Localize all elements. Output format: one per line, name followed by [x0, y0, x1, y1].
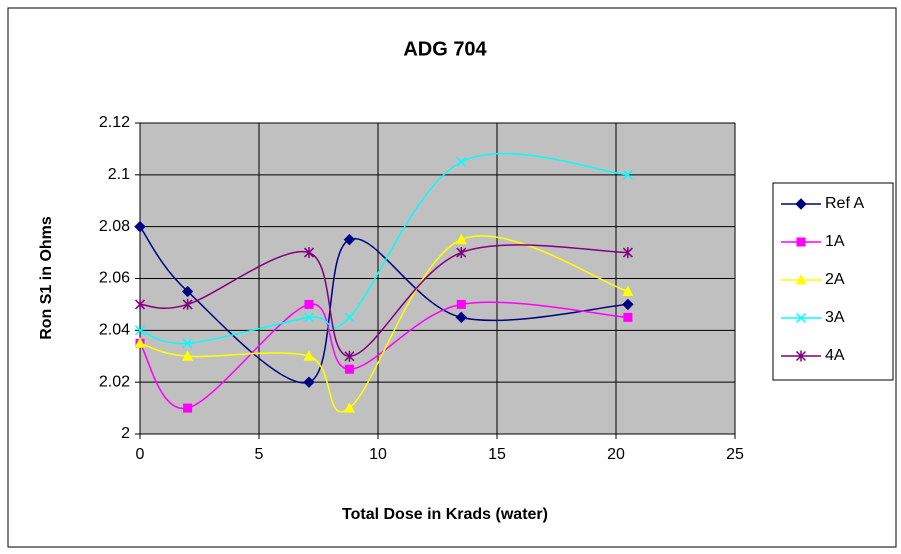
y-tick-label: 2.06 — [99, 270, 130, 287]
legend-label: 2A — [825, 271, 845, 288]
marker — [456, 247, 467, 259]
y-tick-label: 2 — [121, 425, 130, 442]
marker — [344, 350, 355, 362]
x-tick-label: 20 — [607, 446, 625, 463]
legend-marker — [796, 237, 806, 247]
x-tick-label: 0 — [136, 446, 145, 463]
series-line — [139, 235, 629, 413]
marker — [303, 312, 315, 323]
legend-marker — [795, 198, 807, 210]
marker — [456, 156, 467, 167]
chart-title: ADG 704 — [403, 38, 487, 60]
marker — [455, 311, 468, 324]
marker — [134, 220, 146, 233]
x-tick-label: 10 — [369, 446, 387, 463]
y-tick-label: 2.1 — [108, 166, 130, 183]
marker — [303, 350, 315, 361]
marker — [182, 350, 194, 361]
legend-label: 4A — [825, 347, 845, 364]
marker — [622, 247, 633, 259]
x-tick-label: 5 — [255, 446, 264, 463]
y-tick-label: 2.04 — [99, 322, 130, 339]
legend-label: 3A — [825, 309, 845, 326]
legend-label: 1A — [825, 233, 845, 250]
marker — [182, 298, 193, 310]
legend-marker — [795, 312, 807, 324]
marker — [134, 325, 146, 336]
marker — [622, 285, 634, 296]
marker — [304, 299, 314, 309]
marker — [303, 376, 315, 388]
y-axis-label: Ron S1 in Ohms — [38, 216, 55, 340]
series-line — [139, 244, 628, 358]
legend-label: Ref A — [825, 195, 864, 212]
x-tick-label: 25 — [726, 446, 744, 463]
marker — [182, 338, 193, 349]
marker — [134, 337, 146, 348]
x-axis-label: Total Dose in Krads (water) — [342, 506, 548, 523]
marker — [622, 169, 633, 180]
marker — [183, 403, 193, 413]
legend-marker — [795, 350, 807, 362]
marker — [343, 402, 355, 413]
marker — [623, 312, 633, 322]
marker — [134, 298, 146, 310]
marker — [344, 312, 355, 323]
y-tick-label: 2.12 — [99, 114, 130, 131]
marker — [181, 285, 194, 298]
marker — [343, 233, 356, 246]
y-tick-label: 2.02 — [99, 373, 130, 390]
marker — [303, 247, 315, 259]
marker — [455, 233, 467, 245]
legend-box — [772, 182, 894, 381]
y-tick-label: 2.08 — [99, 218, 130, 235]
x-tick-label: 15 — [488, 446, 506, 463]
legend-marker — [795, 274, 807, 285]
marker — [622, 298, 634, 311]
marker — [456, 299, 466, 309]
marker — [344, 364, 354, 374]
